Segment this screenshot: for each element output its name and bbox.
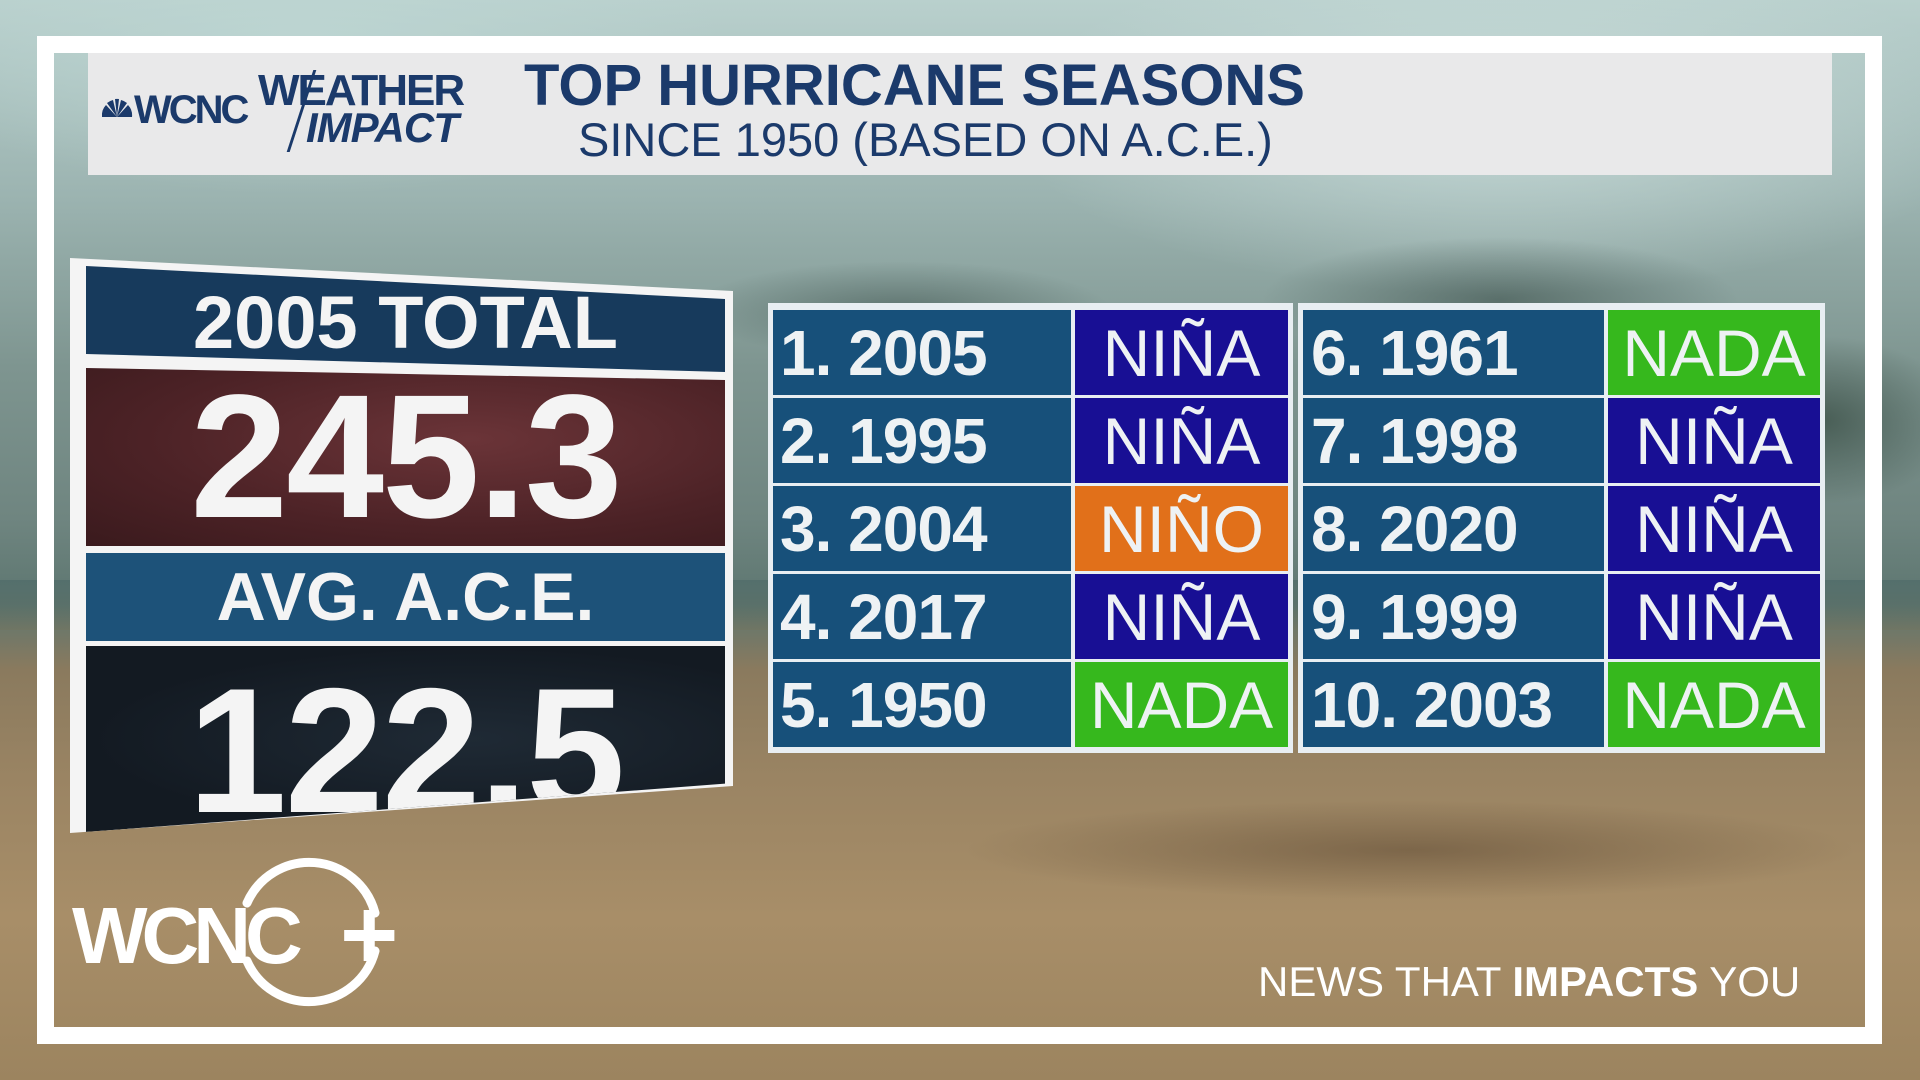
rankings-table-6-to-10: 6. 1961 NADA 7. 1998 NIÑA 8. 2020 NIÑA 9… [1298, 303, 1825, 753]
weather-impact-logo-bottom: IMPACT [306, 104, 459, 151]
nbc-peacock-icon [101, 98, 133, 117]
wcnc-plus-logo: WCNC [72, 891, 303, 980]
rank-year-cell: 2. 1995 [773, 398, 1071, 486]
rank-year-cell: 6. 1961 [1303, 310, 1604, 398]
enso-phase-cell: NADA [1608, 662, 1820, 750]
table-row: 7. 1998 NIÑA [1303, 398, 1820, 486]
rank-year-cell: 4. 2017 [773, 574, 1071, 662]
background-sand [960, 800, 1860, 900]
table-row: 2. 1995 NIÑA [773, 398, 1288, 486]
enso-phase-cell: NIÑA [1608, 574, 1820, 662]
enso-phase-cell: NADA [1608, 310, 1820, 398]
table-row: 5. 1950 NADA [773, 662, 1288, 750]
page-subtitle: SINCE 1950 (BASED ON A.C.E.) [578, 113, 1273, 166]
rank-year-cell: 3. 2004 [773, 486, 1071, 574]
tagline-part-1: NEWS THAT [1258, 958, 1501, 1005]
table-row: 3. 2004 NIÑO [773, 486, 1288, 574]
rank-year-cell: 10. 2003 [1303, 662, 1604, 750]
header-bar [88, 53, 1832, 175]
tagline-bold: IMPACTS [1512, 958, 1699, 1005]
ace-stat-panel: 2005 TOTAL 245.3 AVG. A.C.E. 122.5 [70, 258, 733, 833]
table-row: 1. 2005 NIÑA [773, 310, 1288, 398]
rankings-table-1-to-5: 1. 2005 NIÑA 2. 1995 NIÑA 3. 2004 NIÑO 4… [768, 303, 1293, 753]
season-total-value: 245.3 [86, 368, 725, 546]
enso-phase-cell: NIÑA [1075, 574, 1288, 662]
table-row: 8. 2020 NIÑA [1303, 486, 1820, 574]
weather-impact-logo-top: WEATHER [258, 66, 465, 115]
rank-year-cell: 1. 2005 [773, 310, 1071, 398]
rank-year-cell: 5. 1950 [773, 662, 1071, 750]
rank-year-cell: 8. 2020 [1303, 486, 1604, 574]
average-ace-label: AVG. A.C.E. [86, 553, 725, 641]
page-title: TOP HURRICANE SEASONS [524, 53, 1305, 118]
wcnc-plus-ring-icon [242, 857, 380, 1007]
enso-phase-cell: NIÑA [1075, 398, 1288, 486]
enso-phase-cell: NIÑA [1608, 486, 1820, 574]
enso-phase-cell: NIÑA [1608, 398, 1820, 486]
tagline-part-2: YOU [1709, 958, 1801, 1005]
plus-icon: + [340, 879, 399, 991]
table-row: 4. 2017 NIÑA [773, 574, 1288, 662]
enso-phase-cell: NADA [1075, 662, 1288, 750]
wcnc-station-logo: WCNC [134, 88, 249, 132]
table-row: 6. 1961 NADA [1303, 310, 1820, 398]
enso-phase-cell: NIÑA [1075, 310, 1288, 398]
rank-year-cell: 7. 1998 [1303, 398, 1604, 486]
rank-year-cell: 9. 1999 [1303, 574, 1604, 662]
season-total-label: 2005 TOTAL [86, 266, 725, 372]
table-row: 9. 1999 NIÑA [1303, 574, 1820, 662]
enso-phase-cell: NIÑO [1075, 486, 1288, 574]
station-tagline: NEWS THAT IMPACTS YOU [1258, 958, 1800, 1006]
graphic-frame [37, 36, 1882, 1044]
table-row: 10. 2003 NADA [1303, 662, 1820, 750]
